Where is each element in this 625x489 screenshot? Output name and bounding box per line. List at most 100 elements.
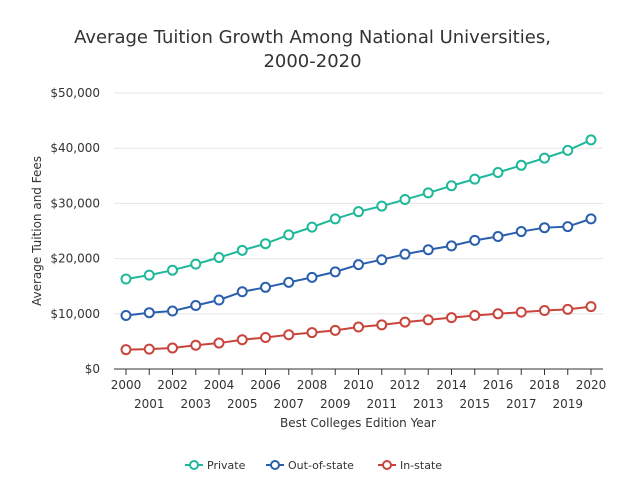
data-point (539, 304, 550, 316)
chart-title-line-1: Average Tuition Growth Among National Un… (74, 27, 551, 48)
data-point (167, 264, 178, 276)
data-point (329, 266, 341, 278)
x-tick-label: 2016 (483, 378, 514, 392)
data-point (376, 200, 388, 212)
data-point (422, 244, 434, 256)
x-axis-title: Best Colleges Edition Year (280, 416, 436, 430)
data-point (306, 221, 318, 233)
data-point (515, 306, 527, 318)
x-tick-label: 2009 (320, 397, 351, 411)
data-point (376, 319, 388, 331)
legend-label-in-state: In-state (400, 459, 442, 472)
data-point (213, 294, 225, 306)
data-point (213, 337, 225, 349)
x-tick-label: 2006 (250, 378, 281, 392)
data-point (143, 307, 155, 319)
data-point (306, 271, 318, 283)
data-point (515, 226, 527, 238)
data-point (120, 344, 132, 356)
legend-marker-out-of-state (270, 460, 280, 470)
x-tick-label: 2014 (436, 378, 467, 392)
data-point (492, 308, 504, 320)
data-point (329, 324, 341, 336)
data-point (190, 339, 202, 351)
data-point (283, 329, 295, 341)
data-point (539, 152, 550, 164)
legend-marker-in-state (382, 460, 392, 470)
x-tick-label: 2010 (343, 378, 374, 392)
data-point (353, 206, 364, 218)
data-point (422, 187, 434, 199)
data-point (329, 213, 341, 225)
data-point (236, 334, 248, 346)
data-point (469, 234, 481, 246)
data-point (585, 301, 597, 313)
data-point (120, 273, 132, 285)
y-tick-label: $30,000 (50, 196, 100, 210)
chart-title-line-2: 2000-2020 (263, 51, 362, 72)
x-tick-label: 2012 (390, 378, 421, 392)
data-point (469, 173, 481, 185)
x-tick-label: 2004 (204, 378, 235, 392)
data-point (353, 321, 364, 333)
data-point (236, 244, 248, 256)
x-tick-label: 2005 (227, 397, 258, 411)
data-point (492, 166, 504, 178)
data-point (260, 238, 271, 250)
data-point (562, 221, 574, 233)
y-tick-label: $40,000 (50, 141, 100, 155)
data-point (399, 316, 411, 328)
x-tick-label: 2019 (552, 397, 583, 411)
data-point (562, 144, 574, 156)
x-tick-label: 2020 (576, 378, 607, 392)
x-tick-label: 2015 (459, 397, 490, 411)
data-point (236, 286, 248, 298)
data-point (515, 159, 527, 171)
x-tick-label: 2013 (413, 397, 444, 411)
x-tick-label: 2003 (180, 397, 211, 411)
legend-label-private: Private (207, 459, 246, 472)
x-tick-label: 2018 (529, 378, 560, 392)
data-point (260, 281, 271, 293)
data-point (120, 309, 132, 321)
data-point (283, 276, 295, 288)
data-point (446, 240, 457, 252)
data-point (539, 222, 550, 234)
data-point (376, 254, 388, 266)
data-point (283, 229, 295, 241)
y-tick-label: $0 (85, 362, 100, 376)
data-point (469, 309, 481, 321)
data-point (260, 332, 271, 344)
data-point (167, 305, 178, 317)
data-point (399, 248, 411, 260)
data-point (143, 269, 155, 281)
data-point (492, 231, 504, 243)
data-point (190, 300, 202, 312)
data-point (585, 213, 597, 225)
x-tick-label: 2001 (134, 397, 165, 411)
legend-label-out-of-state: Out-of-state (288, 459, 354, 472)
data-point (306, 327, 318, 339)
data-point (585, 134, 597, 146)
x-tick-label: 2007 (273, 397, 304, 411)
data-point (422, 314, 434, 326)
data-point (167, 342, 178, 354)
x-tick-label: 2011 (366, 397, 397, 411)
data-point (562, 303, 574, 315)
y-tick-label: $10,000 (50, 307, 100, 321)
data-point (399, 194, 411, 206)
data-point (353, 259, 364, 271)
x-tick-label: 2008 (297, 378, 328, 392)
legend-marker-private (189, 460, 199, 470)
data-point (446, 180, 457, 192)
y-tick-label: $50,000 (50, 86, 100, 100)
x-tick-label: 2002 (157, 378, 188, 392)
data-point (213, 251, 225, 263)
data-point (190, 258, 202, 270)
data-point (143, 343, 155, 355)
data-point (446, 312, 457, 324)
x-tick-label: 2000 (111, 378, 142, 392)
y-tick-label: $20,000 (50, 252, 100, 266)
